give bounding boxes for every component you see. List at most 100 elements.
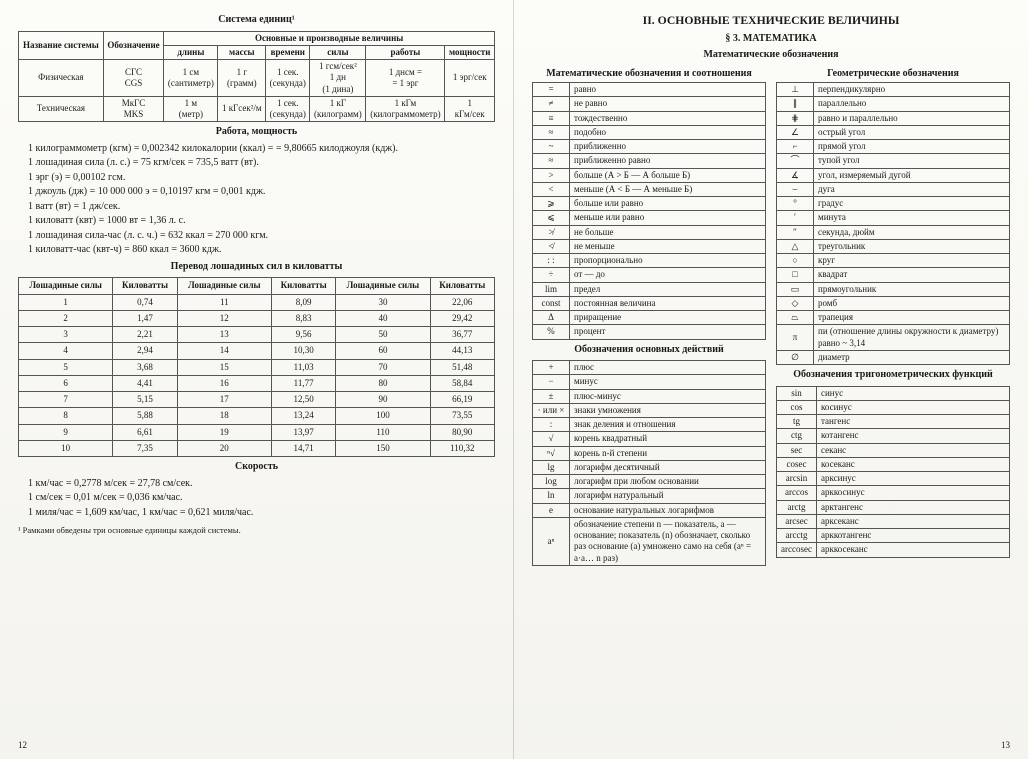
desc-cell: пи (отношение длины окружности к диаметр…: [814, 325, 1010, 351]
table-cell: 1 г(грамм): [218, 60, 266, 97]
page-left: Система единиц¹ Название системы Обознач…: [0, 0, 514, 759]
desc-cell: дуга: [814, 182, 1010, 196]
hp-table: Лошадиные силыКиловаттыЛошадиные силыКил…: [18, 277, 495, 457]
table-cell: 11: [177, 294, 271, 310]
desc-cell: перпендикулярно: [814, 83, 1010, 97]
table-cell: 9: [19, 424, 113, 440]
desc-cell: тупой угол: [814, 154, 1010, 168]
trig-heading: Обозначения тригонометрических функций: [776, 369, 1010, 382]
table-cell: 36,77: [430, 327, 494, 343]
symbol-cell: ″: [777, 225, 814, 239]
table-cell: 1 см(сантиметр): [164, 60, 218, 97]
table-cell: 60: [336, 343, 430, 359]
text-line: 1 миля/час = 1,609 км/час, 1 км/час = 0,…: [18, 507, 495, 520]
desc-cell: параллельно: [814, 97, 1010, 111]
symbol-cell: cosec: [777, 457, 817, 471]
text-line: 1 км/час = 0,2778 м/сек = 27,78 см/сек.: [18, 478, 495, 491]
desc-cell: угол, измеряемый дугой: [814, 168, 1010, 182]
symbol-cell: ≈: [533, 154, 570, 168]
desc-cell: косинус: [816, 400, 1009, 414]
table-cell: 10,30: [271, 343, 335, 359]
symbol-cell: ≡: [533, 111, 570, 125]
text-line: 1 лошадиная сила-час (л. с. ч.) = 632 кк…: [18, 230, 495, 243]
desc-cell: минута: [814, 211, 1010, 225]
table-cell: 1 кГсек²/м: [218, 96, 266, 122]
symbol-cell: ○: [777, 254, 814, 268]
table-cell: 9,56: [271, 327, 335, 343]
page-number-right: 13: [1001, 740, 1010, 751]
table-cell: 2,21: [113, 327, 177, 343]
topic-title: Математические обозначения: [532, 49, 1010, 62]
symbol-cell: · или ×: [533, 403, 570, 417]
desc-cell: тангенс: [816, 415, 1009, 429]
desc-cell: не меньше: [570, 239, 766, 253]
desc-cell: равно и параллельно: [814, 111, 1010, 125]
symbol-cell: lg: [533, 460, 570, 474]
math-heading: Математические обозначения и соотношения: [532, 68, 766, 81]
desc-cell: больше или равно: [570, 197, 766, 211]
text-line: 1 киловатт-час (квт-ч) = 860 ккал = 3600…: [18, 244, 495, 257]
symbol-cell: ÷: [533, 268, 570, 282]
desc-cell: основание натуральных логарифмов: [570, 503, 766, 517]
footnote: ¹ Рамками обведены три основные единицы …: [18, 525, 495, 536]
symbol-cell: −: [533, 375, 570, 389]
symbol-cell: arccosec: [777, 543, 817, 557]
desc-cell: треугольник: [814, 239, 1010, 253]
table-cell: 5,15: [113, 392, 177, 408]
symbol-cell: +: [533, 361, 570, 375]
table-cell: 8: [19, 408, 113, 424]
table-cell: 16: [177, 375, 271, 391]
symbol-cell: arcctg: [777, 529, 817, 543]
desc-cell: подобно: [570, 125, 766, 139]
table-cell: 19: [177, 424, 271, 440]
symbol-cell: arcsec: [777, 514, 817, 528]
table-cell: 18: [177, 408, 271, 424]
geometry-table: ⊥перпендикулярно∥параллельно⋕равно и пар…: [776, 82, 1010, 365]
symbol-cell: e: [533, 503, 570, 517]
table-cell: 58,84: [430, 375, 494, 391]
table-cell: 5: [19, 359, 113, 375]
desc-cell: секанс: [816, 443, 1009, 457]
table-cell: 7,35: [113, 440, 177, 456]
desc-cell: плюс-минус: [570, 389, 766, 403]
desc-cell: логарифм десятичный: [570, 460, 766, 474]
symbol-cell: □: [777, 268, 814, 282]
table-cell: 13,24: [271, 408, 335, 424]
desc-cell: равно: [570, 83, 766, 97]
desc-cell: прямоугольник: [814, 282, 1010, 296]
ops-heading: Обозначения основных действий: [532, 344, 766, 357]
table-cell: 3: [19, 327, 113, 343]
desc-cell: не равно: [570, 97, 766, 111]
text-line: 1 лошадиная сила (л. с.) = 75 кгм/сек = …: [18, 157, 495, 170]
table-cell: 90: [336, 392, 430, 408]
symbol-cell: √: [533, 432, 570, 446]
section-title: II. ОСНОВНЫЕ ТЕХНИЧЕСКИЕ ВЕЛИЧИНЫ: [532, 14, 1010, 29]
text-line: 1 джоуль (дж) = 10 000 000 э = 0,10197 к…: [18, 186, 495, 199]
table-cell: 100: [336, 408, 430, 424]
desc-cell: синус: [816, 386, 1009, 400]
symbol-cell: ⩽: [533, 211, 570, 225]
subsection-title: § 3. МАТЕМАТИКА: [532, 33, 1010, 46]
desc-cell: приближенно равно: [570, 154, 766, 168]
symbol-cell: aⁿ: [533, 517, 570, 565]
table-cell: 110: [336, 424, 430, 440]
table-cell: 12: [177, 310, 271, 326]
symbol-cell: ⋕: [777, 111, 814, 125]
symbol-cell: sin: [777, 386, 817, 400]
table-cell: 2,94: [113, 343, 177, 359]
table-cell: 1 кГм(килограммометр): [366, 96, 445, 122]
table-cell: 110,32: [430, 440, 494, 456]
desc-cell: квадрат: [814, 268, 1010, 282]
text-line: 1 килограммометр (кгм) = 0,002342 килока…: [18, 143, 495, 156]
symbol-cell: ≯: [533, 225, 570, 239]
work-title: Работа, мощность: [18, 126, 495, 139]
desc-cell: арксеканс: [816, 514, 1009, 528]
symbol-cell: ⌣: [777, 182, 814, 196]
desc-cell: корень n-й степени: [570, 446, 766, 460]
table-cell: 10: [19, 440, 113, 456]
symbol-cell: const: [533, 296, 570, 310]
text-line: 1 см/сек = 0,01 м/сек = 0,036 км/час.: [18, 492, 495, 505]
table-cell: 1: [19, 294, 113, 310]
symbol-cell: arccos: [777, 486, 817, 500]
symbol-cell: ⏢: [777, 311, 814, 325]
